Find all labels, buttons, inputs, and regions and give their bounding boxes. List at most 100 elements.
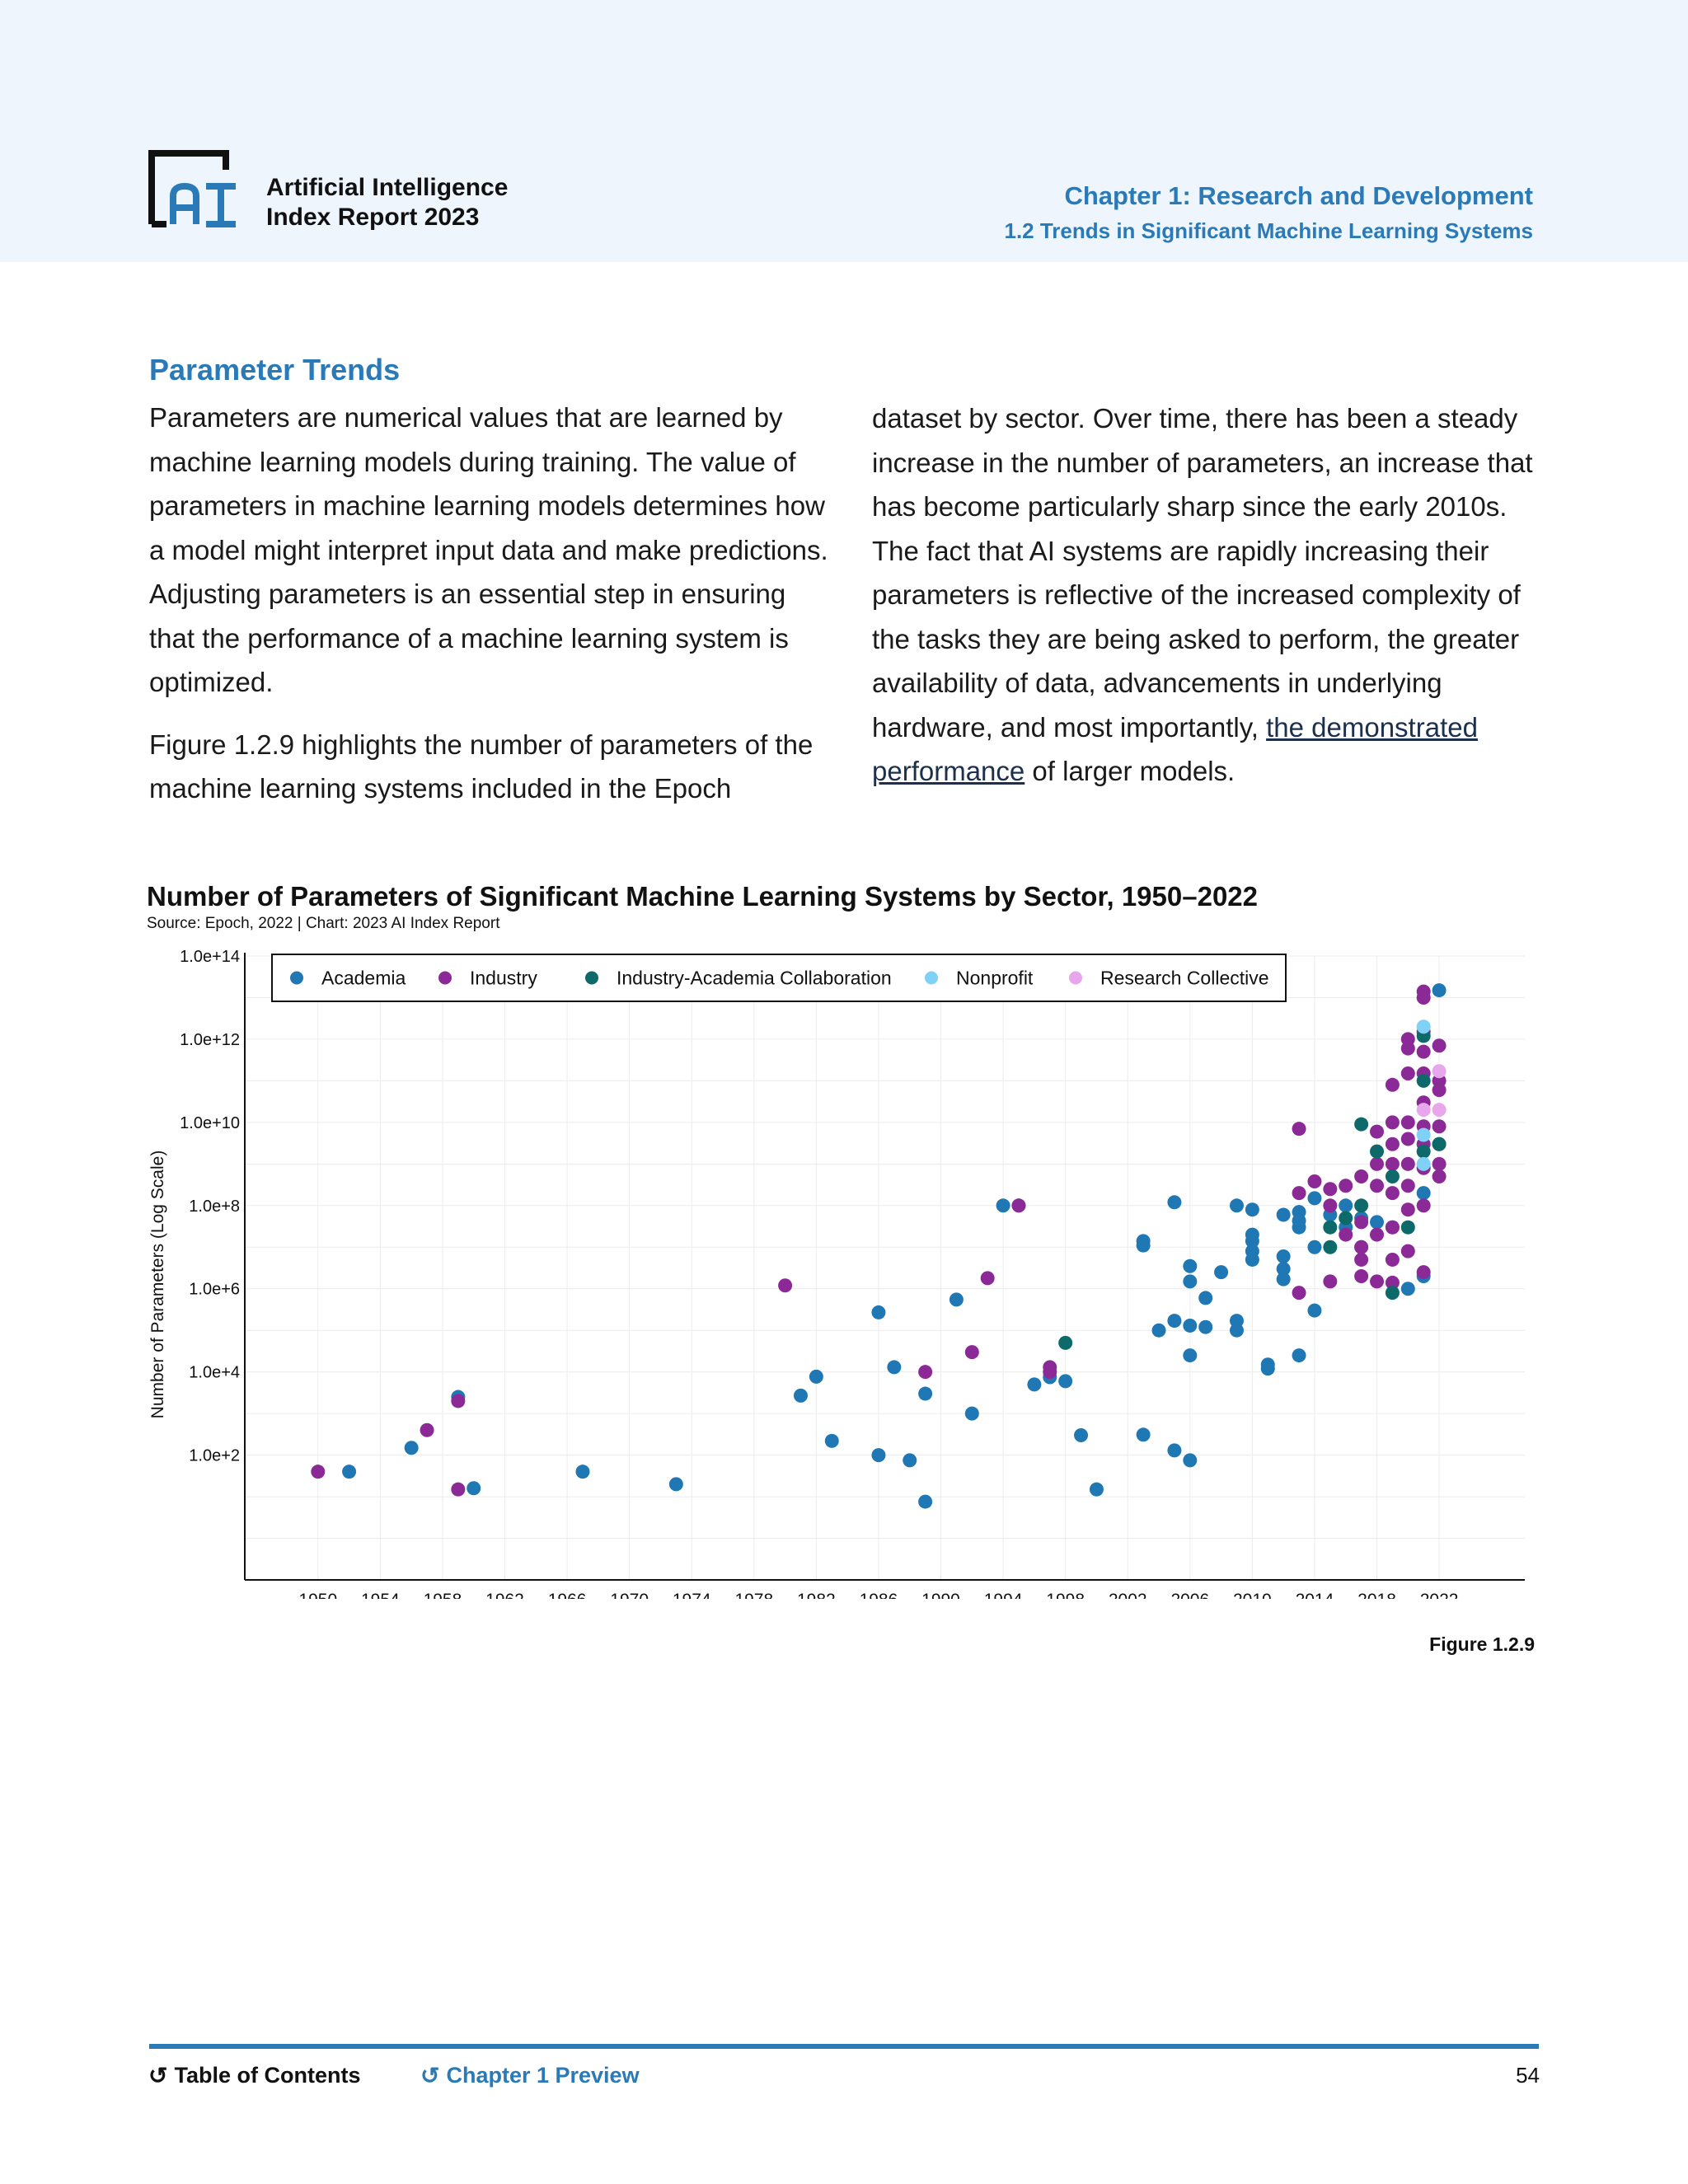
x-tick-label: 1966 xyxy=(548,1591,587,1599)
data-point xyxy=(1385,1169,1400,1184)
data-point xyxy=(1198,1291,1213,1305)
data-point xyxy=(778,1278,793,1293)
section-heading: Parameter Trends xyxy=(149,353,401,387)
data-point xyxy=(1339,1211,1353,1226)
data-point xyxy=(451,1482,466,1497)
x-tick-label: 1954 xyxy=(361,1591,400,1599)
data-point xyxy=(1354,1117,1369,1132)
report-title: Artificial Intelligence Index Report 202… xyxy=(266,173,508,232)
data-point xyxy=(1416,1186,1431,1201)
data-point xyxy=(1400,1202,1415,1217)
data-point xyxy=(809,1369,823,1384)
data-point xyxy=(1167,1195,1182,1210)
x-tick-label: 1990 xyxy=(921,1591,960,1599)
chart-title: Number of Parameters of Significant Mach… xyxy=(147,881,1259,912)
data-point xyxy=(1136,1427,1151,1442)
data-point xyxy=(1229,1314,1244,1329)
x-tick-label: 1994 xyxy=(984,1591,1023,1599)
data-point xyxy=(1027,1377,1042,1392)
y-tick-label: 1.0e+8 xyxy=(189,1197,240,1216)
data-point xyxy=(1323,1274,1338,1289)
data-point xyxy=(1432,1119,1447,1134)
data-point xyxy=(1385,1156,1400,1171)
data-point xyxy=(1370,1215,1385,1230)
table-of-contents-link[interactable]: ↺ Table of Contents xyxy=(148,2062,360,2089)
data-point xyxy=(1183,1258,1198,1273)
data-point xyxy=(1276,1207,1291,1222)
data-point xyxy=(1276,1262,1291,1277)
data-point xyxy=(1354,1215,1369,1230)
data-point xyxy=(1416,1156,1431,1171)
data-point xyxy=(1245,1234,1259,1249)
data-point xyxy=(1416,1198,1431,1213)
legend-label: Research Collective xyxy=(1100,968,1269,989)
data-point xyxy=(1432,983,1447,998)
report-title-line2: Index Report 2023 xyxy=(266,204,480,231)
legend-marker xyxy=(1069,971,1082,985)
data-point xyxy=(1416,1073,1431,1088)
paragraph-1: Parameters are numerical values that are… xyxy=(149,402,828,697)
x-tick-label: 2014 xyxy=(1296,1591,1334,1599)
data-point xyxy=(1370,1156,1385,1171)
data-point xyxy=(1292,1286,1306,1301)
y-tick-label: 1.0e+10 xyxy=(180,1114,240,1132)
legend-label: Nonprofit xyxy=(956,968,1034,989)
data-point xyxy=(420,1422,434,1437)
data-point xyxy=(1183,1453,1198,1468)
data-point xyxy=(1416,1019,1431,1034)
data-point xyxy=(1432,1137,1447,1151)
data-point xyxy=(1385,1115,1400,1130)
data-point xyxy=(404,1441,419,1455)
y-tick-label: 1.0e+14 xyxy=(180,948,240,966)
data-point xyxy=(1292,1213,1306,1228)
data-point xyxy=(871,1448,886,1463)
chapter-preview-link[interactable]: ↺ Chapter 1 Preview xyxy=(420,2062,640,2089)
x-tick-label: 2006 xyxy=(1170,1591,1209,1599)
data-point xyxy=(1385,1186,1400,1201)
data-point xyxy=(1354,1240,1369,1254)
data-point xyxy=(1370,1144,1385,1159)
data-point xyxy=(1339,1198,1353,1213)
data-point xyxy=(1400,1066,1415,1081)
paragraph-2-text: dataset by sector. Over time, there has … xyxy=(872,403,1533,743)
x-tick-label: 1998 xyxy=(1046,1591,1085,1599)
figure-label: Figure 1.2.9 xyxy=(1429,1633,1535,1655)
y-axis-title: Number of Parameters (Log Scale) xyxy=(148,1151,167,1419)
legend-label: Industry-Academia Collaboration xyxy=(617,968,892,989)
x-tick-label: 1962 xyxy=(485,1591,524,1599)
data-point xyxy=(1400,1179,1415,1193)
section-title: 1.2 Trends in Significant Machine Learni… xyxy=(1004,218,1533,243)
data-point xyxy=(1400,1132,1415,1146)
data-point xyxy=(1385,1220,1400,1235)
legend-marker xyxy=(290,971,303,985)
body-column-right: dataset by sector. Over time, there has … xyxy=(872,396,1548,794)
data-point xyxy=(311,1465,326,1479)
data-point xyxy=(1276,1272,1291,1286)
data-point xyxy=(1229,1323,1244,1338)
x-tick-label: 1982 xyxy=(797,1591,836,1599)
chapter-preview-label: Chapter 1 Preview xyxy=(446,2063,640,2088)
scatter-chart: 1950 1954 1958 1962 1966 1970 1974 1978 1982 1986… xyxy=(148,948,1525,1599)
x-tick-label: 1958 xyxy=(424,1591,462,1599)
data-point xyxy=(1432,1083,1447,1098)
data-point xyxy=(1245,1252,1259,1267)
data-point xyxy=(1183,1274,1198,1289)
data-point xyxy=(1214,1265,1229,1280)
data-point xyxy=(1400,1156,1415,1171)
data-point xyxy=(1385,1137,1400,1151)
data-point xyxy=(1416,1265,1431,1280)
data-point xyxy=(1370,1124,1385,1139)
data-point xyxy=(575,1465,590,1479)
data-point xyxy=(1307,1303,1322,1318)
data-point xyxy=(1354,1169,1369,1184)
data-point xyxy=(1292,1186,1306,1201)
data-point xyxy=(1400,1115,1415,1130)
chart-source: Source: Epoch, 2022 | Chart: 2023 AI Ind… xyxy=(147,915,500,932)
demonstrated-performance-link[interactable]: the demonstrated performance xyxy=(872,711,1478,787)
x-tick-label: 2022 xyxy=(1420,1591,1459,1599)
data-point xyxy=(1385,1286,1400,1301)
data-point xyxy=(1323,1182,1338,1197)
data-point xyxy=(1354,1269,1369,1284)
data-point xyxy=(1323,1198,1338,1213)
data-point xyxy=(1229,1198,1244,1213)
